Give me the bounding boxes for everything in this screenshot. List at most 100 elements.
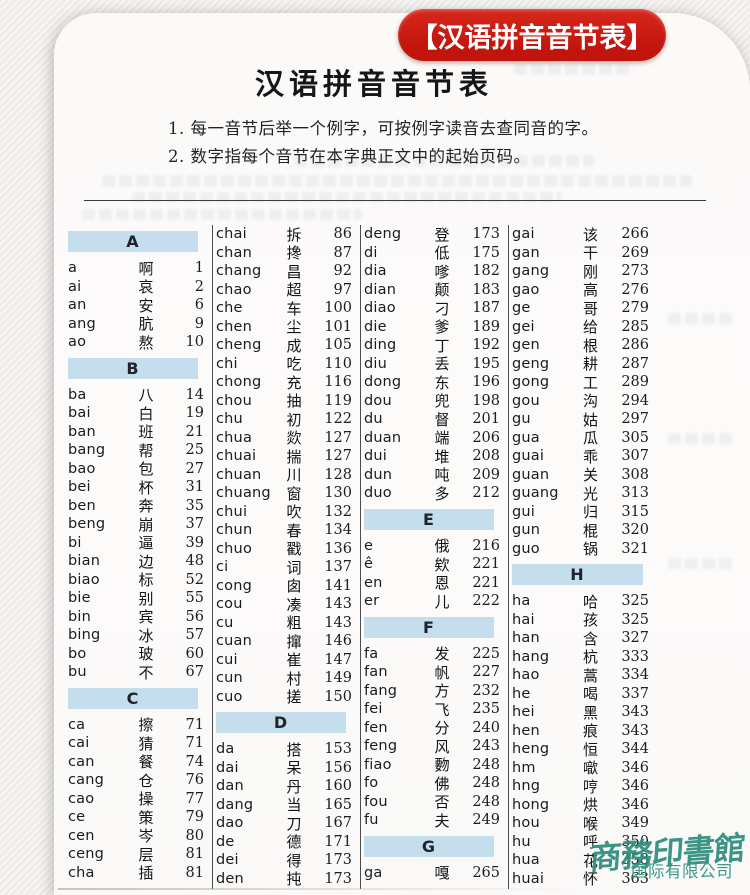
example-character: 归	[582, 503, 598, 522]
page-number: 269	[621, 244, 649, 261]
page-number: 235	[472, 701, 500, 718]
page-number: 122	[324, 411, 352, 428]
example-character: 操	[138, 790, 154, 809]
syllable-row: chen 尘 101	[216, 318, 352, 336]
pinyin-syllable: de	[216, 833, 235, 850]
example-character: 凑	[286, 595, 302, 614]
pinyin-syllable: ao	[68, 334, 87, 351]
page-number: 325	[621, 611, 649, 628]
page-number: 60	[185, 645, 204, 662]
example-character: 车	[286, 299, 302, 318]
pinyin-syllable: fan	[364, 664, 388, 681]
pinyin-syllable: cuo	[216, 688, 243, 705]
page-number: 173	[324, 870, 352, 887]
syllable-row: ao 熬 10	[68, 333, 204, 352]
pinyin-syllable: den	[216, 870, 244, 887]
pinyin-syllable: da	[216, 741, 235, 758]
syllable-row: di 低 175	[364, 244, 500, 262]
page-number: 35	[185, 497, 204, 514]
syllable-row: fo 佛 248	[364, 774, 500, 793]
syllable-row: gen 根 286	[512, 336, 649, 355]
page-number: 87	[333, 244, 352, 261]
pinyin-syllable: feng	[364, 738, 398, 755]
syllable-row: chua 欻 127	[216, 429, 352, 447]
pinyin-syllable: hng	[512, 778, 541, 795]
syllable-row: dao 刀 167	[216, 814, 352, 833]
page-number: 173	[324, 852, 352, 869]
example-character: 含	[582, 629, 598, 648]
syllable-row: dou 兜 198	[364, 392, 500, 410]
syllable-row: ce 策 79	[68, 808, 204, 827]
pinyin-syllable: ceng	[68, 846, 105, 863]
page-number: 248	[472, 756, 500, 773]
example-character: 边	[138, 552, 154, 571]
pinyin-syllable: bo	[68, 645, 87, 662]
syllable-row: ga 嘎 265	[364, 864, 500, 882]
syllable-row: geng 耕 287	[512, 355, 649, 373]
section-header: D	[216, 712, 346, 733]
page-number: 132	[324, 503, 352, 520]
example-character: 乖	[582, 447, 598, 466]
pinyin-syllable: cheng	[216, 337, 262, 354]
syllable-row: hou 喉 349	[512, 814, 649, 833]
example-character: 刀	[286, 814, 302, 833]
syllable-row: bao 包 27	[68, 460, 204, 478]
syllable-row: ben 奔 35	[68, 497, 204, 515]
syllable-row: feng 风 243	[364, 737, 500, 756]
pinyin-syllable: fou	[364, 793, 388, 810]
syllable-row: deng 登 173	[364, 225, 500, 244]
page-number: 363	[621, 870, 649, 887]
syllable-row: hu 呼 350	[512, 833, 649, 852]
page-number: 25	[185, 442, 204, 459]
syllable-row: fen 分 240	[364, 719, 500, 737]
pinyin-syllable: chuai	[216, 448, 257, 465]
page-number: 315	[621, 503, 649, 520]
syllable-row: ca 擦 71	[68, 716, 204, 734]
pinyin-syllable: diu	[364, 355, 388, 372]
pinyin-syllable: chang	[216, 263, 262, 280]
page-number: 167	[324, 815, 352, 832]
page-title: 汉语拼音音节表	[254, 67, 493, 101]
syllable-row: heng 恒 344	[512, 740, 649, 759]
page-number: 192	[472, 337, 500, 354]
pinyin-syllable: bei	[68, 479, 91, 496]
syllable-row: dian 颠 183	[364, 281, 500, 299]
page-number: 156	[324, 759, 352, 776]
example-character: 佛	[434, 774, 450, 793]
example-character: 丹	[286, 777, 302, 796]
section-header: G	[364, 835, 494, 857]
pinyin-syllable: chuan	[216, 466, 262, 483]
example-character: 丁	[434, 336, 450, 355]
example-character: 玻	[138, 645, 154, 664]
pinyin-syllable: beng	[68, 516, 106, 533]
page-number: 346	[621, 796, 649, 813]
pinyin-syllable: duo	[364, 485, 392, 502]
example-character: 策	[138, 808, 154, 827]
pinyin-syllable: cao	[68, 790, 95, 807]
pinyin-syllable: ge	[512, 300, 531, 317]
pinyin-syllable: gai	[512, 226, 535, 243]
page-number: 350	[621, 833, 649, 850]
page-number: 37	[185, 516, 204, 533]
example-character: 当	[286, 796, 302, 815]
page-number: 39	[185, 534, 204, 551]
example-character: 帆	[434, 663, 450, 682]
page-number: 134	[324, 522, 352, 539]
page-number: 198	[472, 392, 500, 409]
usage-notes: 1. 每一音节后举一个例字，可按例字读音去查同音的字。 2. 数字指每个音节在本…	[168, 115, 599, 170]
example-character: 呼	[582, 833, 598, 852]
pinyin-syllable: guai	[512, 448, 545, 465]
syllable-row: hang 杭 333	[512, 648, 649, 666]
page-number: 81	[185, 846, 204, 863]
example-character: 囱	[286, 577, 302, 596]
syllable-row: cheng 成 105	[216, 336, 352, 355]
example-character: 痕	[582, 722, 598, 741]
example-character: 锅	[582, 540, 598, 559]
pinyin-syllable: che	[216, 300, 243, 317]
pinyin-syllable: ga	[364, 864, 383, 881]
syllable-row: chai 拆 86	[216, 225, 352, 244]
example-character: 工	[582, 373, 598, 392]
example-character: 崩	[138, 515, 154, 534]
syllable-row: cong 囱 141	[216, 577, 352, 596]
